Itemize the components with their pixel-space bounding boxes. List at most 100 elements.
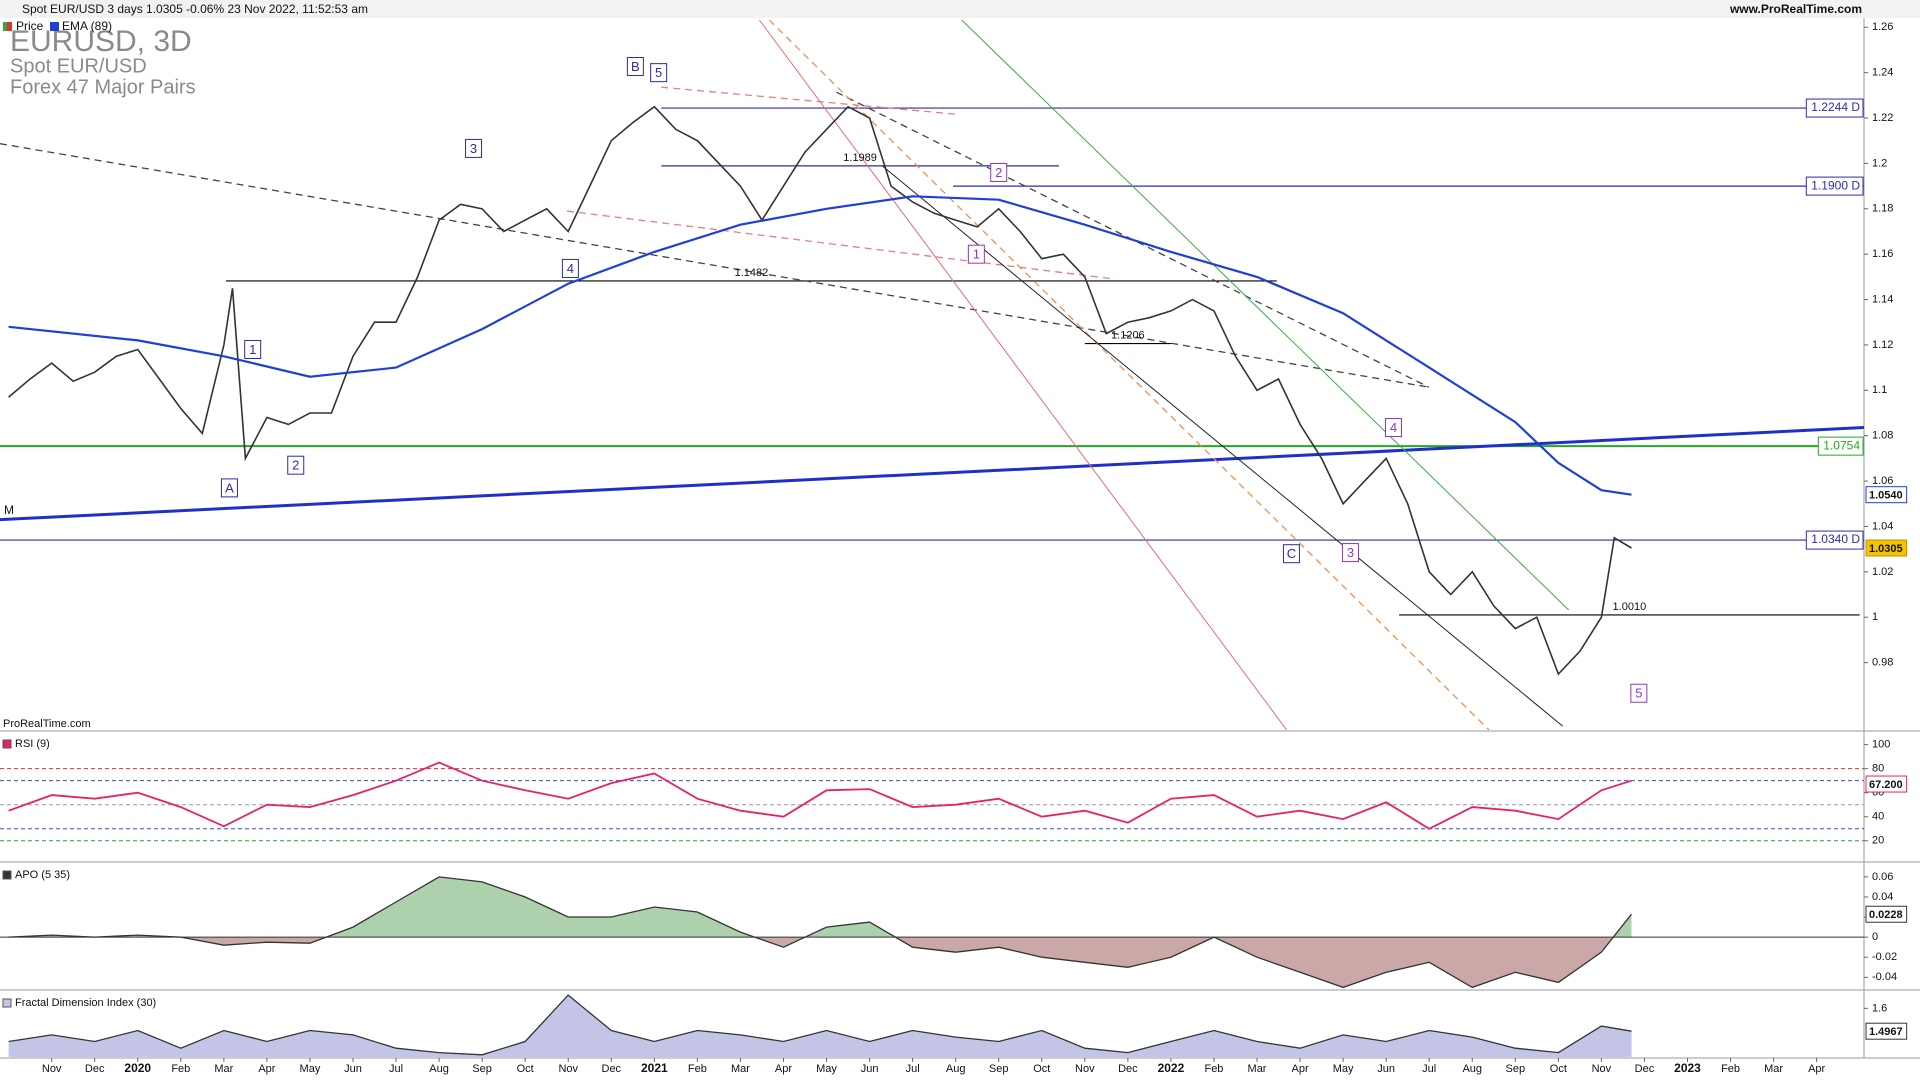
wave-label: 3 xyxy=(470,141,477,156)
level-label: 1.1989 xyxy=(843,152,877,164)
y-tick-label: 1 xyxy=(1872,611,1878,623)
x-tick-label: Feb xyxy=(688,1063,707,1075)
x-tick-label: Feb xyxy=(1204,1063,1223,1075)
level-tag-label: 1.1900 D xyxy=(1811,178,1860,192)
wave-box xyxy=(1630,683,1648,703)
x-tick-label: Dec xyxy=(1635,1063,1655,1075)
x-tick-label: Jun xyxy=(1377,1063,1395,1075)
x-tick-label: May xyxy=(816,1063,837,1075)
legend-entry[interactable]: Price xyxy=(16,19,44,33)
x-tick-label: Dec xyxy=(85,1063,105,1075)
pane-title: RSI (9) xyxy=(15,738,50,750)
x-tick-label: Jul xyxy=(906,1063,920,1075)
chart-subtitle: Spot EUR/USD xyxy=(10,55,147,77)
legend-swatch xyxy=(7,22,12,31)
value-tag-label: 1.0305 xyxy=(1869,543,1903,555)
area-negative xyxy=(181,937,1614,988)
instrument-line: Spot EUR/USD 3 days 1.0305 -0.06% 23 Nov… xyxy=(22,2,368,16)
x-tick-label: Aug xyxy=(429,1063,449,1075)
y-tick-label: 1.22 xyxy=(1872,112,1893,124)
header-bar xyxy=(0,0,1920,18)
wave-label: 5 xyxy=(655,65,662,80)
value-tag xyxy=(1865,905,1908,923)
marker-label: M xyxy=(4,503,14,517)
wave-box xyxy=(244,339,262,359)
y-tick-label: 1.06 xyxy=(1872,475,1893,487)
x-tick-label: Aug xyxy=(946,1063,966,1075)
x-tick-label: Feb xyxy=(1721,1063,1740,1075)
value-tag-label: 67.200 xyxy=(1869,779,1903,791)
site-link[interactable]: www.ProRealTime.com xyxy=(1729,2,1862,16)
y-tick-label: 1.04 xyxy=(1872,520,1893,532)
pane xyxy=(0,761,1864,842)
pane xyxy=(0,20,1864,730)
area-fill xyxy=(8,995,1632,1057)
wave-box xyxy=(561,258,579,278)
trendline xyxy=(0,143,1429,388)
trendline xyxy=(961,20,1570,611)
value-tag-label: 1.0540 xyxy=(1869,490,1903,502)
x-tick-label: Sep xyxy=(472,1063,492,1075)
wave-label: 4 xyxy=(1390,420,1397,435)
x-tick-label: Nov xyxy=(1075,1063,1095,1075)
wave-label: A xyxy=(225,480,234,495)
y-tick-label: 0 xyxy=(1872,931,1878,943)
level-tag xyxy=(1805,176,1864,196)
x-tick-label: Nov xyxy=(1592,1063,1612,1075)
x-tick-label: 2021 xyxy=(641,1061,668,1075)
trendline xyxy=(0,426,1864,522)
x-tick-label: Dec xyxy=(602,1063,622,1075)
y-tick-label: 1.2 xyxy=(1872,157,1887,169)
level-label: 1.1482 xyxy=(735,267,769,279)
level-tag xyxy=(1805,98,1864,118)
x-tick-label: Apr xyxy=(1292,1063,1309,1075)
y-tick-label: 1.24 xyxy=(1872,67,1893,79)
legend-entry[interactable]: EMA (89) xyxy=(62,19,112,33)
x-tick-label: Oct xyxy=(1550,1063,1567,1075)
wave-label: 5 xyxy=(1635,686,1642,701)
x-tick-label: Apr xyxy=(1808,1063,1825,1075)
x-tick-label: Sep xyxy=(989,1063,1009,1075)
x-tick-label: Aug xyxy=(1462,1063,1482,1075)
x-tick-label: Nov xyxy=(558,1063,578,1075)
level-label: 1.1206 xyxy=(1111,329,1145,341)
wave-label: C xyxy=(1287,546,1296,561)
ema-line xyxy=(8,195,1632,496)
value-tag xyxy=(1865,486,1908,504)
value-tag-label: 0.0228 xyxy=(1869,909,1903,921)
x-tick-label: 2022 xyxy=(1158,1061,1185,1075)
value-tag xyxy=(1865,539,1908,557)
y-tick-label: -0.04 xyxy=(1872,971,1897,983)
wave-label: 2 xyxy=(292,458,299,473)
y-tick-label: 40 xyxy=(1872,811,1884,823)
wave-label: 1 xyxy=(973,247,980,262)
y-tick-label: 0.04 xyxy=(1872,891,1893,903)
x-tick-label: Feb xyxy=(171,1063,190,1075)
x-tick-label: Dec xyxy=(1118,1063,1138,1075)
legend-swatch xyxy=(50,22,59,31)
y-tick-label: 1.18 xyxy=(1872,203,1893,215)
chart-title: EURUSD, 3D xyxy=(10,25,192,58)
y-tick-label: -0.02 xyxy=(1872,951,1897,963)
y-tick-label: 1.16 xyxy=(1872,248,1893,260)
y-tick-label: 1.1 xyxy=(1872,384,1887,396)
y-tick-label: 80 xyxy=(1872,763,1884,775)
x-tick-label: Mar xyxy=(1248,1063,1267,1075)
pane-swatch xyxy=(2,998,12,1008)
x-tick-label: Jul xyxy=(1422,1063,1436,1075)
level-tag-label: 1.0340 D xyxy=(1811,532,1860,546)
x-tick-label: 2023 xyxy=(1674,1061,1701,1075)
wave-box xyxy=(626,57,644,77)
wave-label: 2 xyxy=(995,165,1002,180)
wave-label: 4 xyxy=(567,261,574,276)
x-tick-label: 2020 xyxy=(124,1061,151,1075)
value-tag xyxy=(1865,775,1908,793)
y-tick-label: 1.08 xyxy=(1872,430,1893,442)
market-label: Forex 47 Major Pairs xyxy=(10,76,196,98)
y-tick-label: 1.14 xyxy=(1872,293,1893,305)
y-tick-label: 20 xyxy=(1872,835,1884,847)
pane-title: APO (5 35) xyxy=(15,869,70,881)
indicator-line xyxy=(8,876,1633,989)
x-tick-label: Jul xyxy=(389,1063,403,1075)
wave-box xyxy=(1384,418,1402,438)
